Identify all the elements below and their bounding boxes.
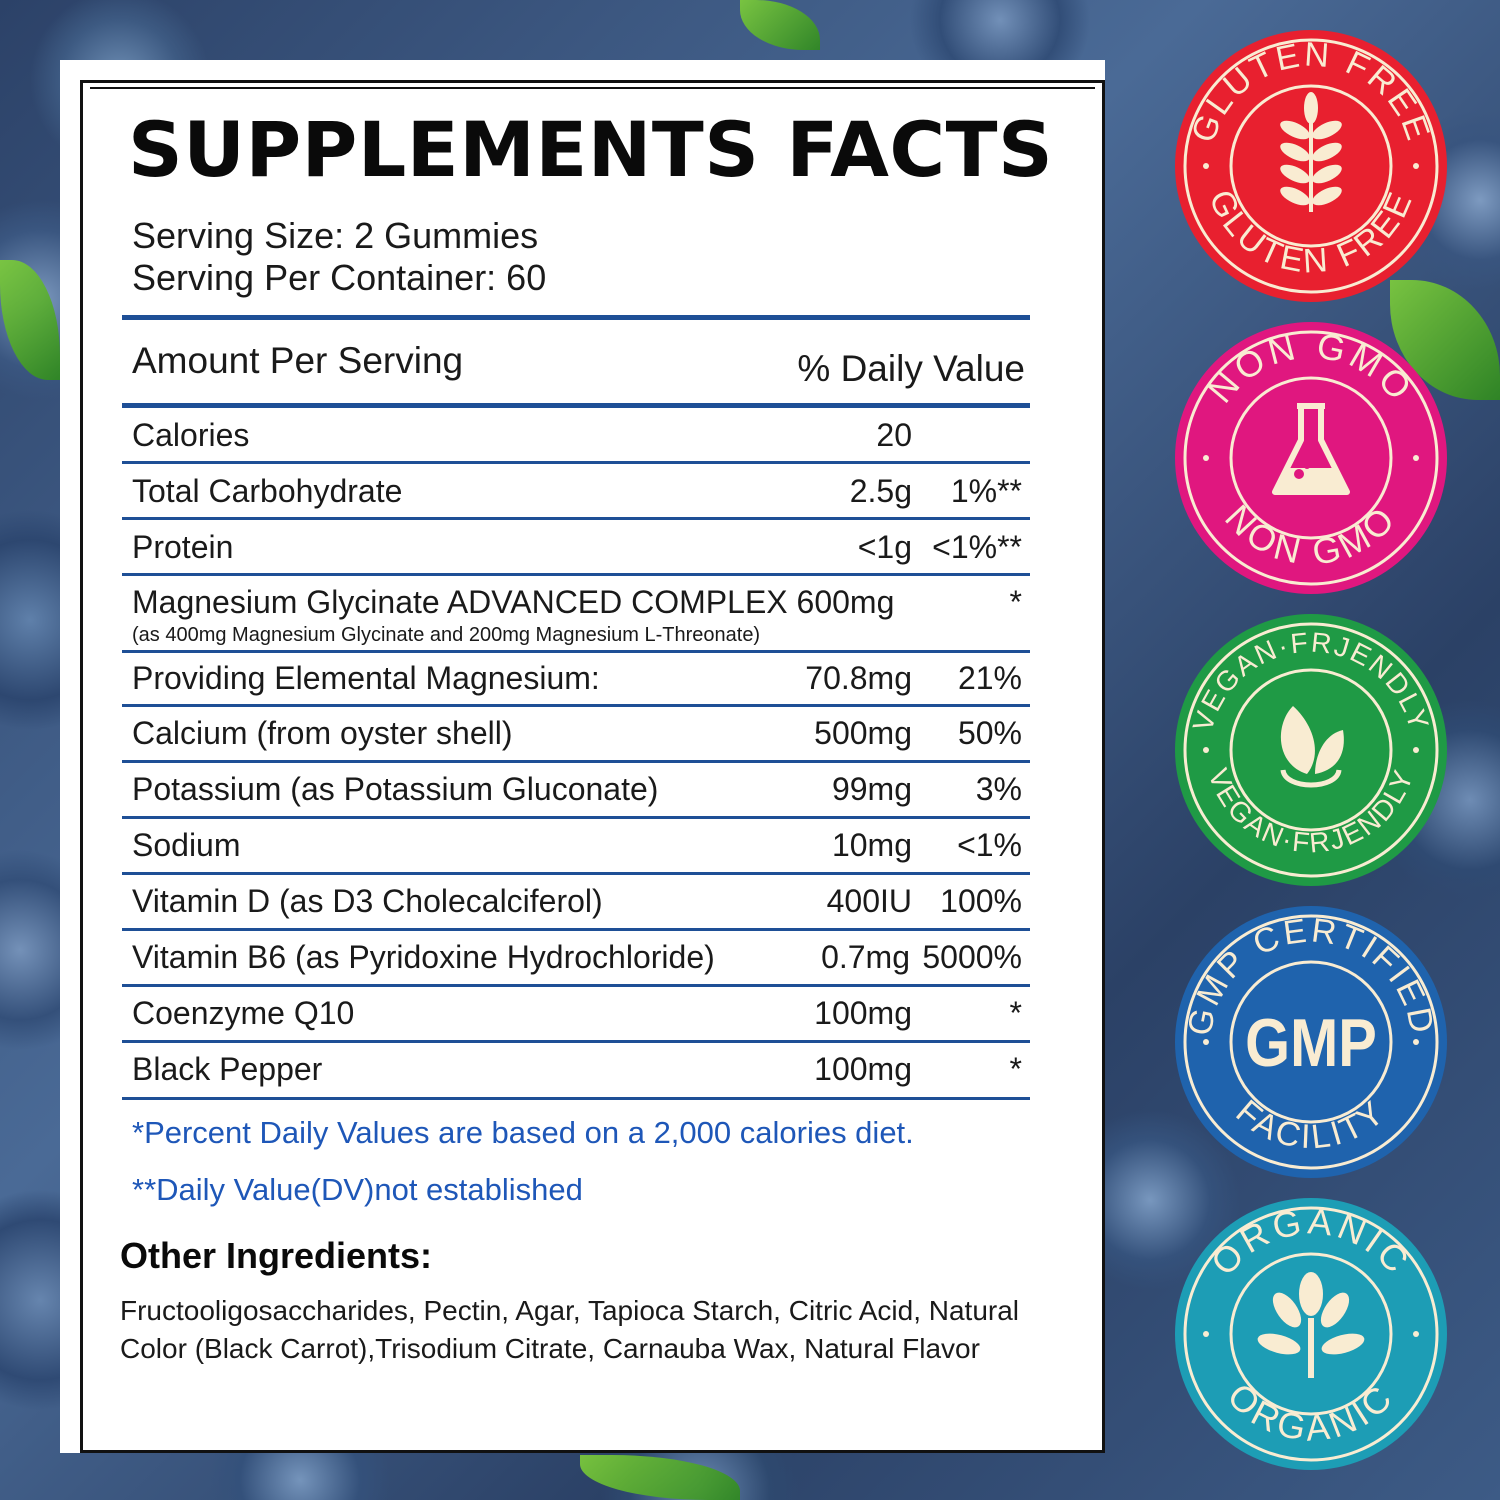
nutrient-dv: <1% xyxy=(957,827,1022,863)
nutrient-name: Black Pepper xyxy=(132,1051,323,1087)
divider xyxy=(122,403,1030,408)
nutrient-name: Providing Elemental Magnesium: xyxy=(132,660,600,696)
amount-per-serving-header: Amount Per Serving xyxy=(132,340,464,381)
badge-text: ORGANIC xyxy=(1203,1200,1416,1283)
nutrient-dv: 3% xyxy=(975,771,1022,807)
badge-text: NON GMO xyxy=(1217,497,1400,573)
nutrient-name: Protein xyxy=(132,529,234,565)
divider xyxy=(122,573,1030,576)
frame-top-line xyxy=(80,80,1105,83)
svg-text:VEGAN·FRJENDLY: VEGAN·FRJENDLY xyxy=(1187,627,1435,735)
nutrient-amount: 70.8mg xyxy=(805,660,912,696)
nutrient-amount: 100mg xyxy=(814,1051,912,1087)
nutrient-dv: * xyxy=(1009,995,1022,1031)
badge-vegan-friendly: VEGAN·FRJENDLY VEGAN·FRJENDLY xyxy=(1175,614,1447,886)
nutrient-dv: <1%** xyxy=(932,529,1022,565)
nutrient-amount: 99mg xyxy=(831,771,912,807)
nutrient-amount: 10mg xyxy=(831,827,912,863)
nutrient-name: Vitamin B6 (as Pyridoxine Hydrochloride) xyxy=(132,939,715,975)
nutrient-name: Vitamin D (as D3 Cholecalciferol) xyxy=(132,883,603,919)
flask-icon xyxy=(1272,403,1350,495)
sprout-icon xyxy=(1280,706,1344,788)
divider xyxy=(122,1097,1030,1100)
nutrient-name: Magnesium Glycinate ADVANCED COMPLEX 600… xyxy=(132,584,895,620)
divider xyxy=(122,816,1030,819)
divider xyxy=(122,1040,1030,1043)
supplement-facts-panel: SUPPLEMENTS FACTS Serving Size: 2 Gummie… xyxy=(60,60,1105,1453)
divider xyxy=(122,461,1030,464)
panel-frame xyxy=(80,80,1105,1453)
leaf-decoration xyxy=(580,1455,740,1500)
servings-per-container: Serving Per Container: 60 xyxy=(132,257,547,298)
nutrient-dv: 50% xyxy=(957,715,1022,751)
page-title: SUPPLEMENTS FACTS xyxy=(128,105,1054,194)
divider xyxy=(122,517,1030,520)
nutrient-dv: 5000% xyxy=(922,939,1022,975)
badge-gmp-certified: GMP CERTIFIED FACILITY GMP xyxy=(1175,906,1447,1178)
nutrient-name: Sodium xyxy=(132,827,241,863)
nutrient-dv: * xyxy=(1009,1051,1022,1087)
nutrient-name: Calcium (from oyster shell) xyxy=(132,715,513,751)
gmp-text: GMP xyxy=(1245,1006,1377,1081)
other-ingredients-heading: Other Ingredients: xyxy=(120,1235,433,1276)
divider xyxy=(122,760,1030,763)
divider xyxy=(122,704,1030,707)
nutrient-amount: 500mg xyxy=(814,715,912,751)
nutrient-name: Total Carbohydrate xyxy=(132,473,403,509)
svg-text:NON GMO: NON GMO xyxy=(1217,497,1404,573)
leaf-decoration xyxy=(740,0,820,50)
divider xyxy=(122,928,1030,931)
nutrient-name: Potassium (as Potassium Gluconate) xyxy=(132,771,659,807)
badge-text: VEGAN·FRJENDLY xyxy=(1187,627,1433,735)
nutrient-amount: <1g xyxy=(857,529,912,565)
plant-icon xyxy=(1257,1272,1365,1378)
divider xyxy=(122,984,1030,987)
svg-text:ORGANIC: ORGANIC xyxy=(1203,1200,1420,1283)
divider xyxy=(122,872,1030,875)
nutrient-amount: 400IU xyxy=(826,883,912,919)
serving-info: Serving Size: 2 Gummies Serving Per Cont… xyxy=(132,215,546,299)
divider xyxy=(122,650,1030,653)
leaf-decoration xyxy=(0,260,60,380)
svg-text:FACILITY: FACILITY xyxy=(1229,1093,1394,1157)
badge-gluten-free: GLUTEN FREE GLUTEN FREE xyxy=(1175,30,1447,302)
daily-value-header: % Daily Value xyxy=(797,348,1025,389)
nutrient-subtext: (as 400mg Magnesium Glycinate and 200mg … xyxy=(132,624,761,646)
svg-text:NON GMO: NON GMO xyxy=(1200,325,1423,411)
badge-text: ORGANIC xyxy=(1220,1375,1398,1449)
nutrient-name: Coenzyme Q10 xyxy=(132,995,355,1031)
badge-text: FACILITY xyxy=(1229,1093,1391,1157)
nutrient-amount: 20 xyxy=(876,417,912,453)
nutrient-amount: 0.7mg xyxy=(821,939,910,975)
badge-text: VEGAN·FRJENDLY xyxy=(1202,764,1417,858)
svg-text:VEGAN·FRJENDLY: VEGAN·FRJENDLY xyxy=(1202,764,1419,858)
divider xyxy=(122,315,1030,320)
nutrient-dv: 21% xyxy=(957,660,1022,696)
nutrient-amount: 100mg xyxy=(814,995,912,1031)
footnote-dv: **Daily Value(DV)not established xyxy=(132,1172,583,1207)
serving-size: Serving Size: 2 Gummies xyxy=(132,215,539,256)
nutrient-dv: 1%** xyxy=(950,473,1022,509)
nutrient-dv: * xyxy=(1009,584,1022,620)
wheat-icon xyxy=(1280,92,1342,212)
svg-text:ORGANIC: ORGANIC xyxy=(1220,1375,1402,1449)
nutrient-name: Calories xyxy=(132,417,250,453)
badge-organic: ORGANIC ORGANIC xyxy=(1175,1198,1447,1470)
footnote-percent: *Percent Daily Values are based on a 2,0… xyxy=(132,1115,914,1150)
badge-text: NON GMO xyxy=(1200,325,1419,411)
frame-top-line xyxy=(90,87,1095,89)
nutrient-amount: 2.5g xyxy=(849,473,912,509)
badge-non-gmo: NON GMO NON GMO xyxy=(1175,322,1447,594)
other-ingredients-text: Fructooligosaccharides, Pectin, Agar, Ta… xyxy=(120,1295,1020,1364)
nutrient-dv: 100% xyxy=(940,883,1022,919)
